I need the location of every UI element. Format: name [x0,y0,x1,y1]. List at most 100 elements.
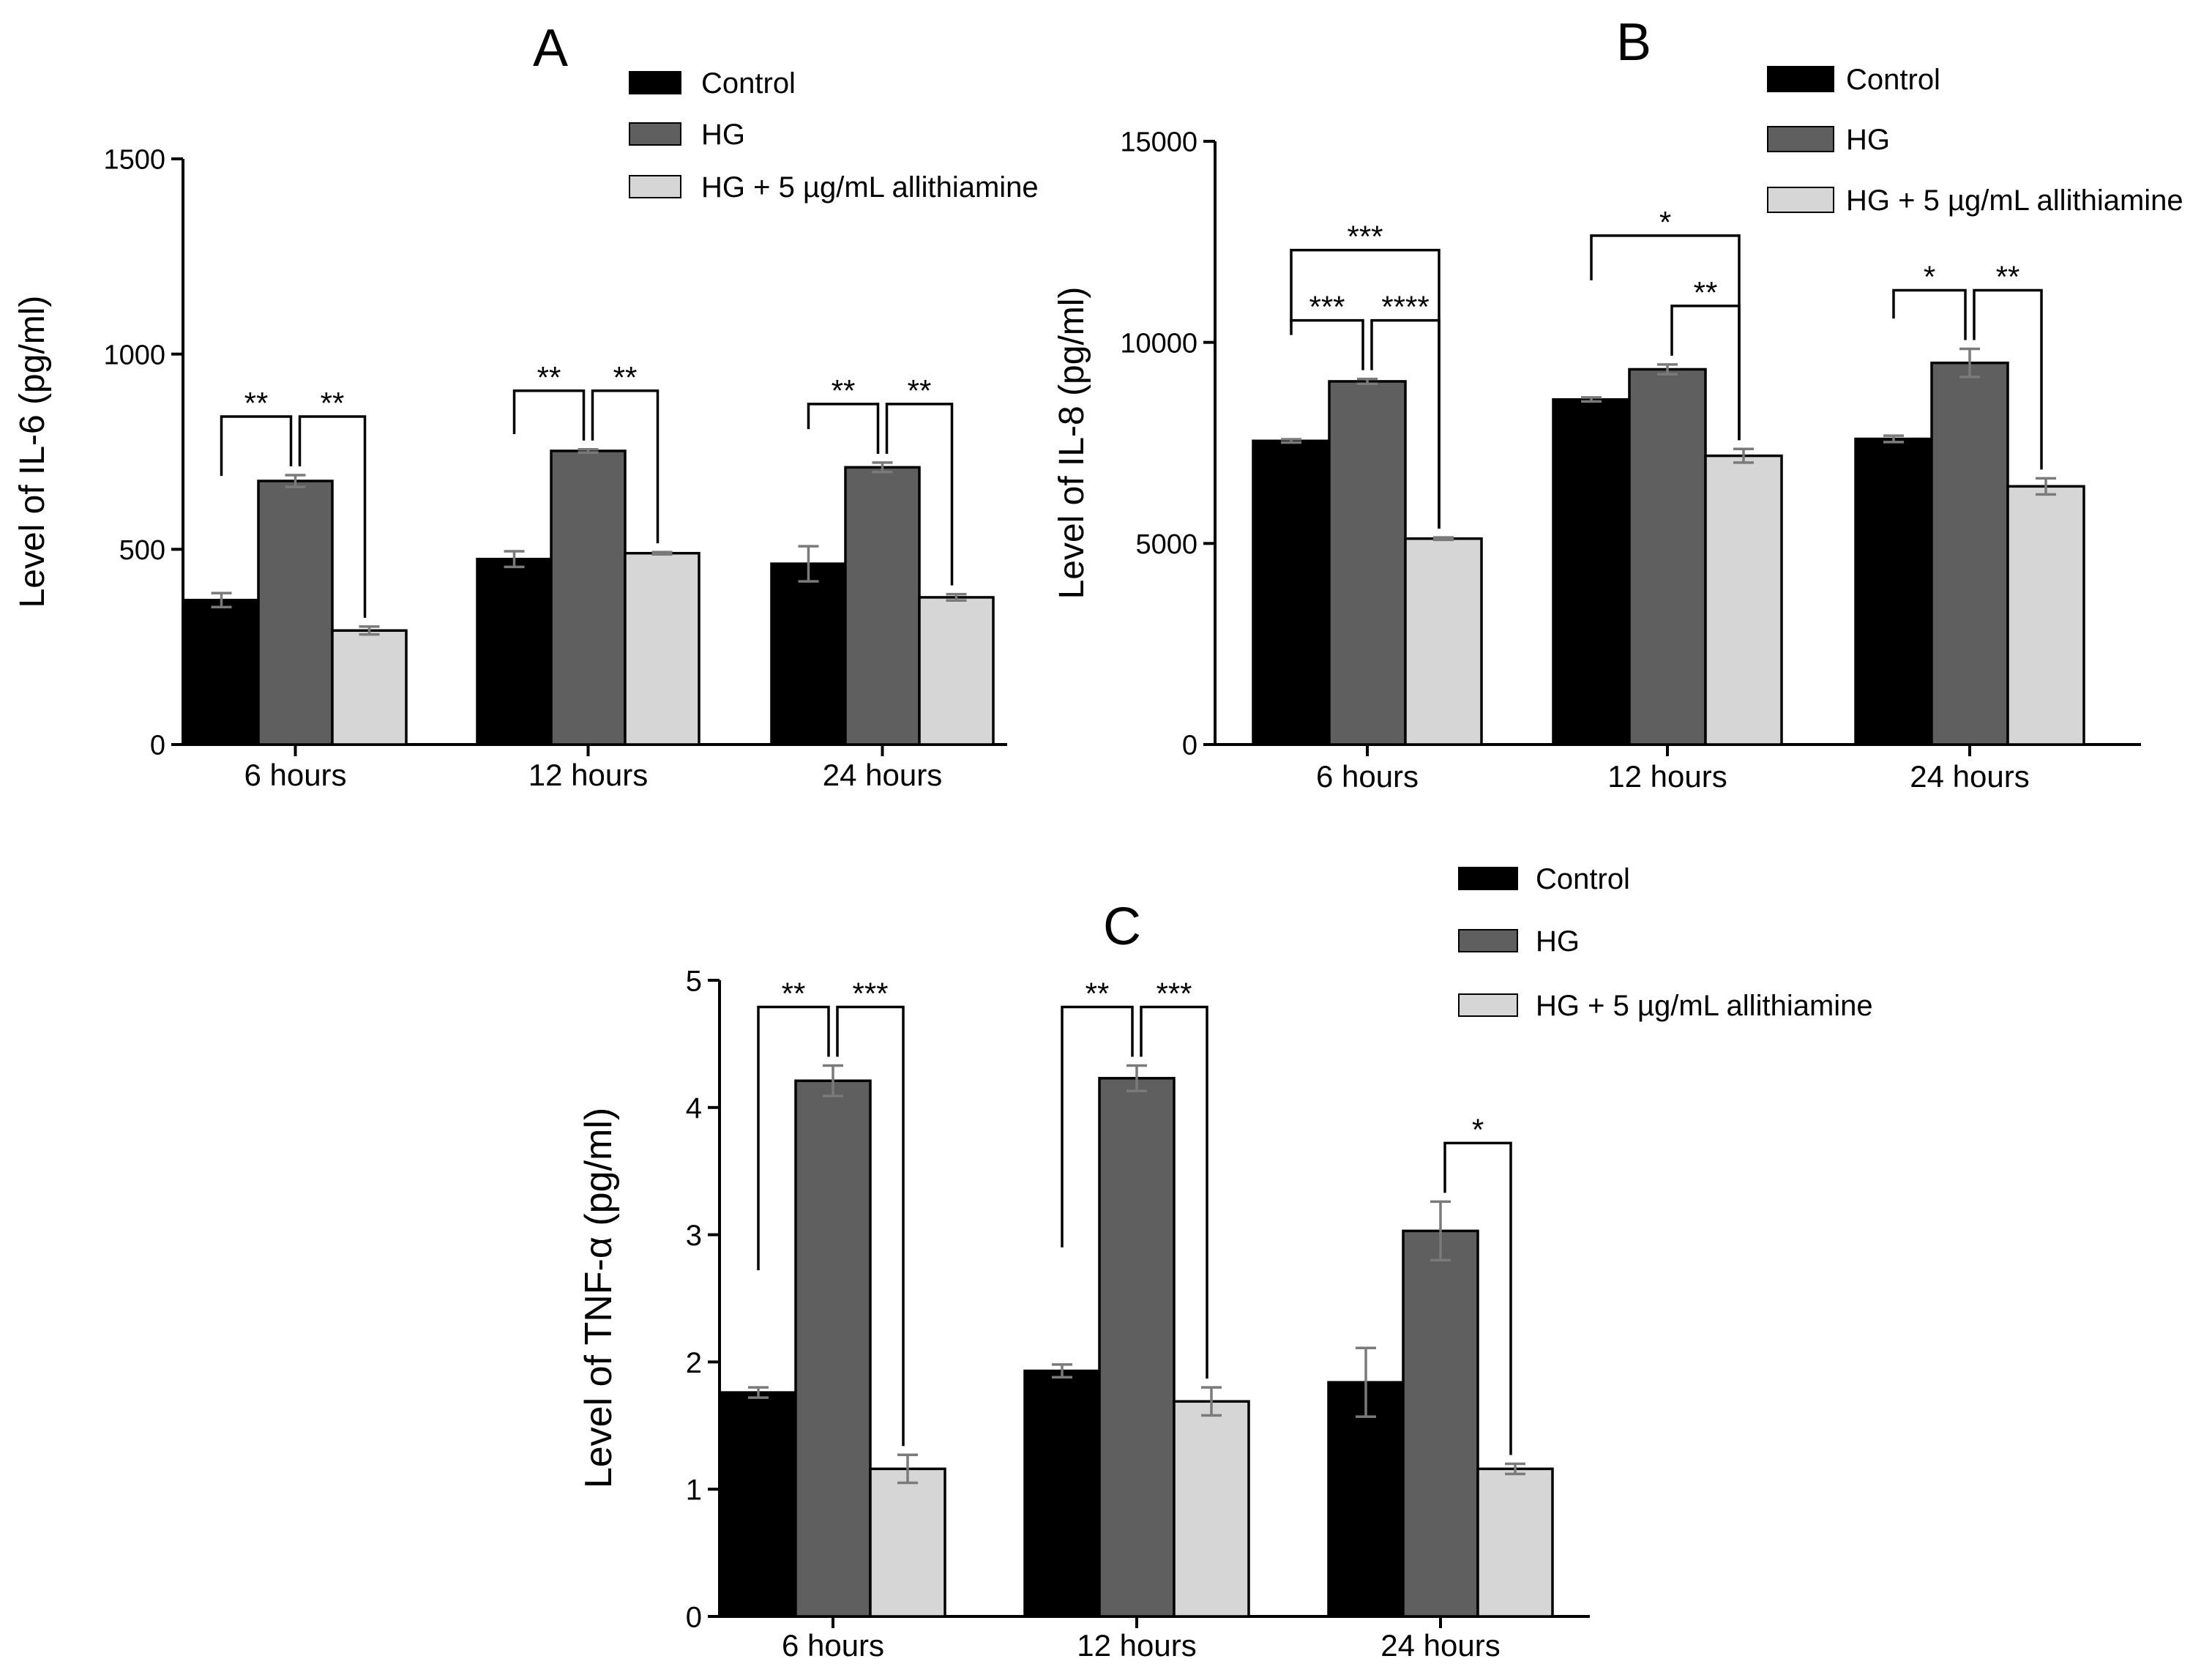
legend: Control HG HG + 5 µg/mL allithiamine [1767,64,2183,217]
bar-control [476,557,553,746]
bar-hg [1328,380,1407,746]
significance-bracket [591,389,660,544]
legend-swatch [1767,187,1834,213]
error-bar [2036,477,2056,496]
error-bar [1883,434,1904,444]
y-tick-label: 15000 [1120,127,1197,158]
significance-label: ** [244,386,269,420]
error-bar [1733,447,1754,464]
panel-label: A [533,19,568,78]
error-bar [1356,1346,1376,1418]
significance-label: *** [852,976,888,1010]
x-tick-label: 24 hours [823,758,942,792]
legend-swatch [1767,126,1834,152]
x-tick-label: 12 hours [528,758,648,792]
bar-hg [1402,1229,1479,1618]
y-tick-label: 500 [119,535,165,566]
legend-label: Control [1846,64,1940,96]
error-bar [1126,1064,1147,1092]
error-bar [1430,1200,1451,1262]
legend-swatch [1767,66,1834,92]
bar-control [1552,398,1631,746]
y-tick-label: 5 [686,965,702,997]
significance-label: ** [537,360,561,395]
legend-label: HG + 5 µg/mL allithiamine [1536,990,1873,1022]
legend-swatch [1458,993,1518,1017]
error-bar [359,625,380,636]
panel-label: B [1616,13,1651,72]
significance-label: *** [1347,220,1383,254]
y-tick-label: 2 [686,1347,702,1379]
significance-bracket [512,389,586,441]
significance-label: * [1659,205,1671,239]
bar-hg [257,480,334,746]
significance-label: ** [613,360,638,395]
y-axis-label: Level of IL-8 (pg/ml) [1053,287,1091,600]
significance-label: *** [1156,976,1192,1010]
x-tick-label: 12 hours [1607,759,1727,794]
significance-bracket [220,415,293,477]
bar-hg [550,449,627,746]
significance-bracket [757,1005,830,1271]
bar-control [1327,1381,1405,1618]
error-bar [1433,536,1454,542]
significance-bracket [1443,1141,1512,1455]
significance-bracket [807,403,880,454]
significance-label: * [1924,259,1935,294]
legend: Control HG HG + 5 µg/mL allithiamine [1458,863,1873,1022]
bar-hg [624,551,700,746]
error-bar [1052,1363,1072,1379]
legend-label: HG + 5 µg/mL allithiamine [1846,184,2183,217]
error-bar [872,461,893,474]
error-bar [946,592,967,602]
bar-hg [844,466,921,746]
y-tick-label: 10000 [1120,328,1197,359]
significance-bracket [1061,1005,1134,1247]
error-bar [504,550,525,569]
panel-label: C [1103,898,1141,956]
error-bar [1657,363,1678,376]
significance-bracket [885,403,954,586]
legend-swatch [1458,929,1518,952]
significance-label: ** [1694,275,1718,310]
y-tick-label: 3 [686,1220,702,1252]
significance-bracket [1590,234,1741,441]
error-bar [823,1064,843,1097]
legend-swatch [1458,867,1518,890]
bar-hg [794,1079,872,1618]
significance-label: ** [321,386,345,420]
y-tick-label: 1000 [103,340,165,370]
x-tick-label: 24 hours [1380,1628,1500,1663]
error-bar [897,1453,918,1485]
error-bar [1357,377,1378,385]
bar-control [1023,1369,1101,1618]
y-tick-label: 1500 [103,145,165,176]
y-tick-label: 1 [686,1474,702,1507]
error-bar [651,551,673,556]
legend-label: HG + 5 µg/mL allithiamine [701,171,1039,204]
legend-label: Control [1536,863,1630,895]
significance-bracket [1140,1005,1208,1379]
bar-control [183,598,260,746]
chart-panel-c: 0 1 2 3 4 5 Level of TNF-α (pg/ml) C 6 hours 12 h… [578,863,1873,1663]
legend-label: HG [1536,925,1580,958]
significance-bracket [836,1005,905,1447]
chart-panel-b: 0 5000 10000 15000 Level of IL-8 (pg/ml) B 6 h… [1053,13,2183,794]
legend-label: HG [1846,124,1890,156]
error-bar [798,545,819,583]
legend-swatch [629,175,681,198]
y-tick-label: 5000 [1135,529,1197,560]
error-bar [1505,1462,1525,1476]
bar-hg [331,629,408,746]
bar-hg [2006,485,2085,746]
y-tick-label: 0 [150,731,165,761]
significance-label: ** [908,373,932,408]
bar-hg [1173,1400,1250,1618]
legend-swatch [629,122,681,146]
bar-hg [1476,1467,1554,1618]
error-bar [285,474,306,488]
significance-bracket [1290,248,1441,529]
significance-label: * [1472,1112,1484,1146]
significance-label: *** [1309,290,1345,324]
